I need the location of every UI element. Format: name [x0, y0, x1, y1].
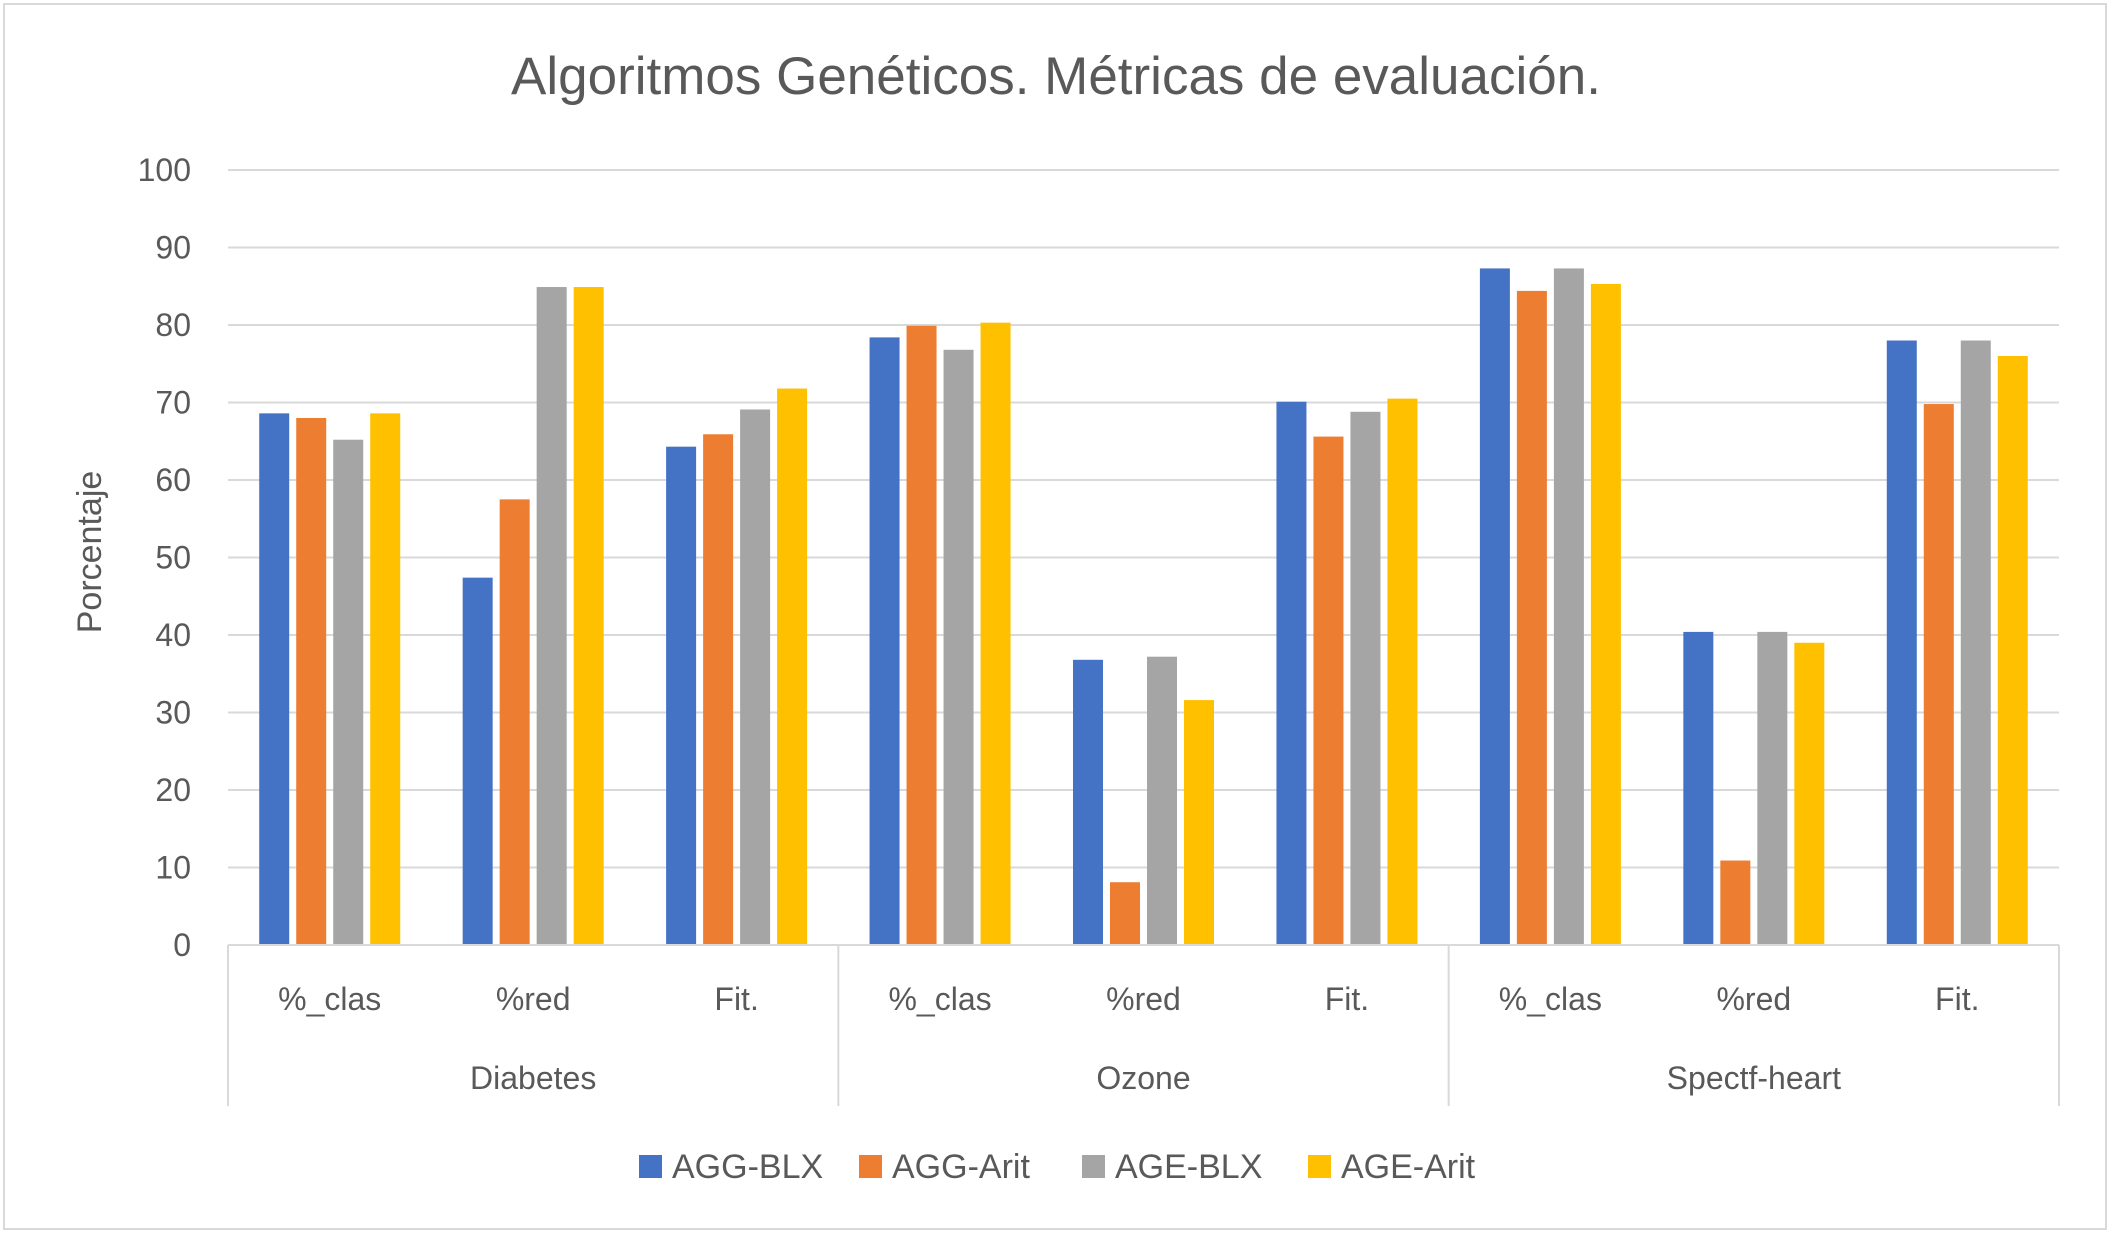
bar-age-blx-2 — [536, 287, 567, 945]
y-axis-title: Porcentaje — [71, 471, 109, 634]
x-group-label: Ozone — [1096, 1060, 1190, 1096]
bar-age-arit-3 — [777, 388, 808, 945]
bar-age-arit-7 — [1590, 283, 1621, 945]
bar-age-blx-4 — [943, 349, 974, 945]
bar-agg-arit-8 — [1720, 860, 1751, 945]
y-tick-label: 100 — [138, 152, 191, 188]
bar-age-blx-3 — [740, 409, 771, 946]
bar-agg-blx-9 — [1886, 340, 1917, 945]
bar-agg-blx-5 — [1073, 659, 1103, 945]
bar-agg-blx-2 — [462, 577, 493, 945]
legend-label-age-arit: AGE-Arit — [1341, 1148, 1476, 1186]
x-category-label: %_clas — [278, 981, 381, 1017]
legend-label-age-blx: AGE-BLX — [1115, 1148, 1262, 1186]
bar-age-arit-5 — [1184, 700, 1214, 945]
y-tick-label: 80 — [155, 307, 191, 343]
y-tick-label: 30 — [155, 695, 191, 731]
x-category-label: Fit. — [714, 981, 758, 1017]
y-tick-label: 60 — [155, 462, 191, 498]
bar-agg-arit-3 — [703, 434, 734, 945]
legend-label-agg-blx: AGG-BLX — [672, 1148, 823, 1186]
x-category-label: Fit. — [1325, 981, 1369, 1017]
y-tick-label: 0 — [173, 927, 191, 963]
bar-agg-arit-5 — [1110, 882, 1140, 945]
bar-agg-blx-6 — [1276, 401, 1307, 946]
y-tick-label: 40 — [155, 617, 191, 653]
bar-agg-blx-4 — [869, 337, 900, 945]
x-category-label: %red — [496, 981, 571, 1017]
bar-age-arit-2 — [573, 287, 604, 945]
bar-age-blx-7 — [1553, 268, 1584, 945]
bar-age-arit-6 — [1387, 398, 1418, 945]
chart-title: Algoritmos Genéticos. Métricas de evalua… — [511, 47, 1601, 106]
gridlines — [228, 169, 2059, 869]
y-tick-label: 90 — [155, 230, 191, 266]
y-tick-label: 20 — [155, 772, 191, 808]
y-tick-label: 70 — [155, 385, 191, 421]
legend-swatch-age-arit — [1308, 1155, 1331, 1178]
bar-age-blx-9 — [1960, 340, 1991, 945]
legend-label-agg-arit: AGG-Arit — [892, 1148, 1030, 1186]
x-category-label: %_clas — [1499, 981, 1602, 1017]
bar-agg-arit-9 — [1923, 404, 1954, 945]
bar-agg-arit-1 — [296, 418, 327, 945]
bar-agg-arit-2 — [499, 499, 530, 945]
bar-age-blx-1 — [333, 439, 364, 945]
bar-agg-blx-7 — [1479, 268, 1510, 945]
bar-agg-blx-8 — [1683, 631, 1714, 945]
y-tick-label: 10 — [155, 850, 191, 886]
y-axis-ticks: 0 10 20 30 40 50 60 70 80 90 100 — [138, 152, 191, 963]
x-category-label: Fit. — [1935, 981, 1979, 1017]
x-category-label: %_clas — [888, 981, 991, 1017]
x-category-label: %red — [1106, 981, 1181, 1017]
bar-age-arit-8 — [1794, 642, 1825, 945]
bar-age-blx-6 — [1350, 411, 1381, 945]
bar-agg-blx-1 — [259, 413, 290, 946]
bar-age-arit-4 — [980, 322, 1011, 945]
legend-swatch-agg-arit — [859, 1155, 882, 1178]
bar-age-arit-9 — [1997, 356, 2028, 945]
x-axis: %_clas %red Fit. Diabetes %_clas %red Fit. Ozon… — [227, 944, 2060, 1106]
x-group-label: Diabetes — [470, 1060, 596, 1096]
bar-agg-arit-7 — [1516, 290, 1547, 945]
bars — [259, 268, 2028, 946]
bar-age-arit-1 — [370, 413, 401, 946]
legend-swatch-agg-blx — [639, 1155, 662, 1178]
x-group-label: Spectf-heart — [1667, 1060, 1841, 1096]
bar-agg-arit-4 — [906, 325, 937, 945]
y-tick-label: 50 — [155, 540, 191, 576]
bar-agg-blx-3 — [666, 446, 697, 945]
bar-agg-arit-6 — [1313, 436, 1344, 945]
x-category-label: %red — [1716, 981, 1791, 1017]
legend: AGG-BLX AGG-Arit AGE-BLX AGE-Arit — [639, 1148, 1476, 1186]
legend-swatch-age-blx — [1082, 1155, 1105, 1178]
bar-age-blx-8 — [1757, 631, 1788, 945]
bar-age-blx-5 — [1147, 656, 1177, 945]
